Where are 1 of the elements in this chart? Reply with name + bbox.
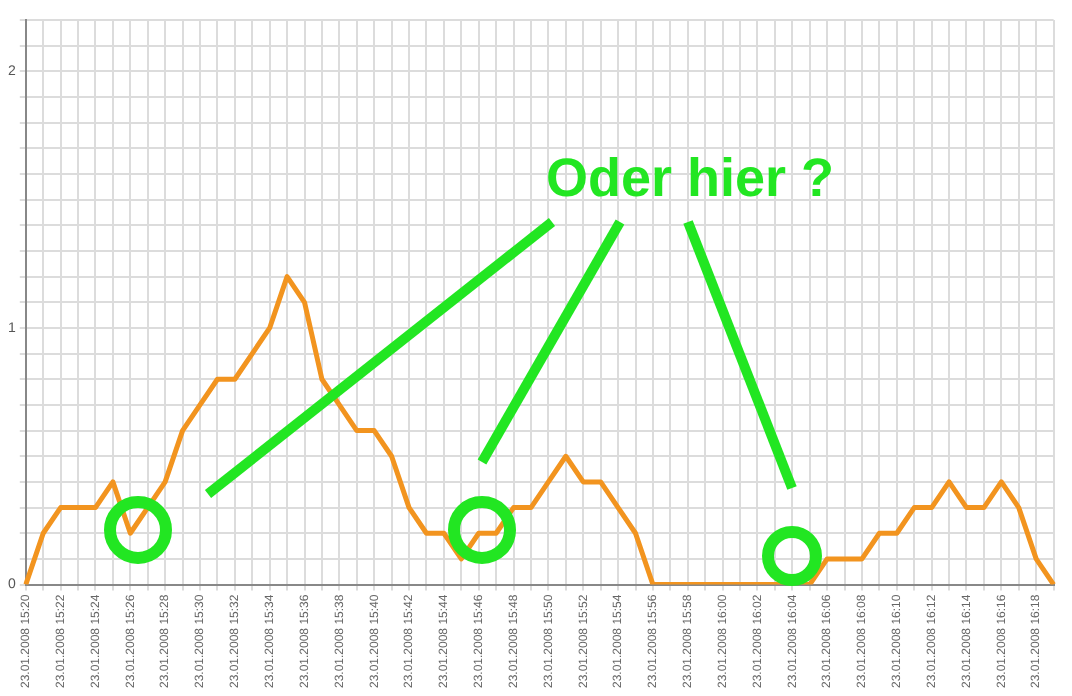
annotation: Oder hier ? [546, 148, 835, 210]
